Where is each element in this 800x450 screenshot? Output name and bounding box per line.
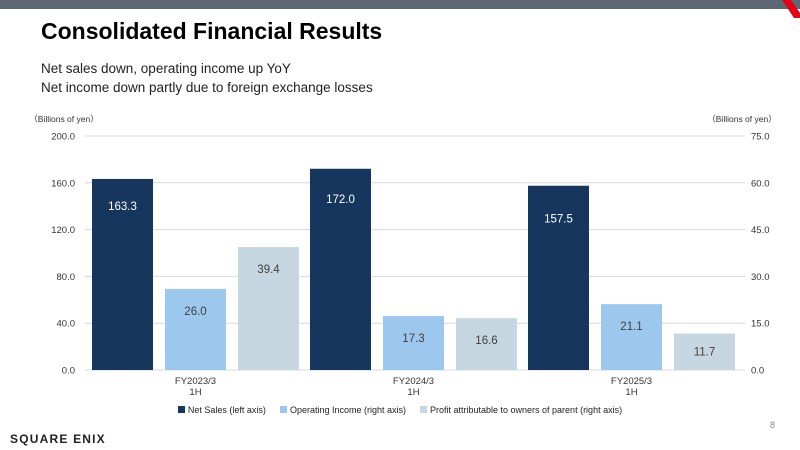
- bar-data-label: 21.1: [620, 321, 642, 333]
- right-axis-tick-label: 30.0: [751, 272, 770, 283]
- legend-label: Operating Income (right axis): [289, 405, 406, 415]
- legend-swatch: [177, 406, 185, 413]
- chart-bar: [456, 318, 517, 370]
- category-label: 1H: [407, 387, 419, 398]
- left-axis-label: （Billions of yen）: [29, 114, 98, 124]
- right-axis-tick-label: 75.0: [751, 132, 770, 143]
- bar-data-label: 172.0: [326, 194, 355, 206]
- left-axis-tick-label: 0.0: [62, 366, 75, 377]
- bar-data-label: 26.0: [184, 306, 206, 318]
- chart-bar: [310, 168, 371, 370]
- left-axis-tick-label: 200.0: [51, 132, 75, 143]
- bar-data-label: 39.4: [257, 264, 280, 276]
- right-axis-tick-label: 15.0: [751, 319, 770, 330]
- legend-label: Net Sales (left axis): [187, 405, 266, 415]
- page-number: 8: [769, 420, 775, 430]
- chart-bar: [238, 247, 299, 370]
- corner-accent-mark: [782, 0, 800, 18]
- legend-label: Profit attributable to owners of parent …: [429, 405, 623, 415]
- bar-data-label: 11.7: [694, 347, 716, 359]
- chart-bar: [601, 304, 662, 370]
- chart-legend: Net Sales (left axis) Operating Income (r…: [0, 405, 800, 415]
- chart-bar: [674, 333, 735, 370]
- legend-item: Net Sales (left axis): [177, 405, 266, 415]
- bar-data-label: 16.6: [475, 335, 497, 347]
- category-label: 1H: [189, 387, 201, 398]
- bar-data-label: 163.3: [108, 201, 137, 213]
- chart-bar: [92, 178, 153, 370]
- legend-swatch: [279, 406, 287, 413]
- category-label: FY2024/3: [393, 376, 434, 387]
- left-axis-tick-label: 160.0: [51, 178, 75, 189]
- company-logo: SQUARE ENIX: [10, 432, 106, 446]
- right-axis-tick-label: 0.0: [751, 366, 764, 377]
- right-axis-tick-label: 60.0: [751, 178, 770, 189]
- chart-bar: [383, 316, 444, 370]
- legend-swatch: [419, 406, 427, 413]
- chart-bar: [165, 288, 226, 370]
- slide-title: Consolidated Financial Results: [41, 18, 383, 44]
- right-axis-label: （Billions of yen）: [707, 114, 776, 124]
- subtitle-line-1: Net sales down, operating income up YoY: [41, 61, 291, 76]
- left-axis-tick-label: 40.0: [57, 319, 76, 330]
- top-bar: [0, 0, 800, 9]
- category-label: FY2023/3: [175, 376, 216, 387]
- category-label: FY2025/3: [611, 376, 652, 387]
- bar-data-label: 17.3: [402, 333, 424, 345]
- financial-results-chart: 0.0 0.0 40.0 15.0 80.0 30.0 120.0 45.0 160.0 60.0…: [29, 114, 776, 398]
- legend-item: Profit attributable to owners of parent …: [419, 405, 623, 415]
- subtitle-line-2: Net income down partly due to foreign ex…: [41, 80, 373, 95]
- category-label: 1H: [625, 387, 637, 398]
- bar-data-label: 157.5: [544, 214, 573, 226]
- legend-item: Operating Income (right axis): [279, 405, 406, 415]
- chart-bar: [528, 185, 589, 370]
- left-axis-tick-label: 120.0: [51, 225, 75, 236]
- right-axis-tick-label: 45.0: [751, 225, 770, 236]
- left-axis-tick-label: 80.0: [57, 272, 76, 283]
